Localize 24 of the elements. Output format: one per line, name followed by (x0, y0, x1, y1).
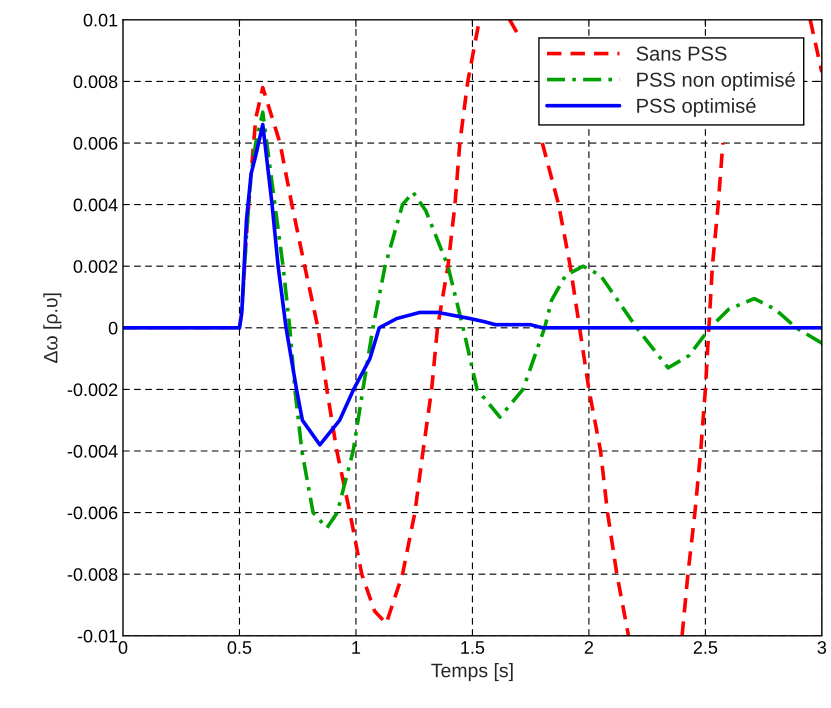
y-tick-label: -0.008 (68, 568, 118, 581)
y-tick-label: -0.01 (78, 630, 118, 643)
line-series (122, 122, 822, 447)
legend-label: PSS optimisé (637, 98, 756, 117)
y-axis-title: Δω [ρ.υ] (43, 293, 62, 363)
x-tick-label: 1 (352, 641, 360, 654)
x-tick-label: 0.5 (228, 641, 252, 654)
y-tick-label: 0 (108, 322, 118, 335)
y-tick-label: 0.006 (74, 136, 118, 150)
y-tick-label: -0.006 (68, 506, 118, 520)
x-tick-label: 0 (118, 641, 128, 654)
y-tick-label: 0.002 (74, 260, 118, 273)
x-tick-label: 2.5 (694, 641, 718, 654)
y-tick-label: 0.004 (74, 198, 118, 212)
y-tick-label: 0.01 (84, 14, 118, 27)
y-tick-label: 0.008 (74, 75, 118, 88)
y-tick-label: -0.002 (68, 383, 118, 396)
legend-label: PSS non optimisé (637, 72, 795, 91)
x-tick-label: 3 (818, 641, 826, 654)
y-tick-label: -0.004 (68, 444, 118, 458)
x-axis-title: Temps [s] (431, 663, 513, 682)
x-tick-label: 1.5 (461, 641, 484, 654)
legend-label: Sans PSS (636, 46, 726, 61)
x-tick-label: 2 (584, 641, 594, 654)
